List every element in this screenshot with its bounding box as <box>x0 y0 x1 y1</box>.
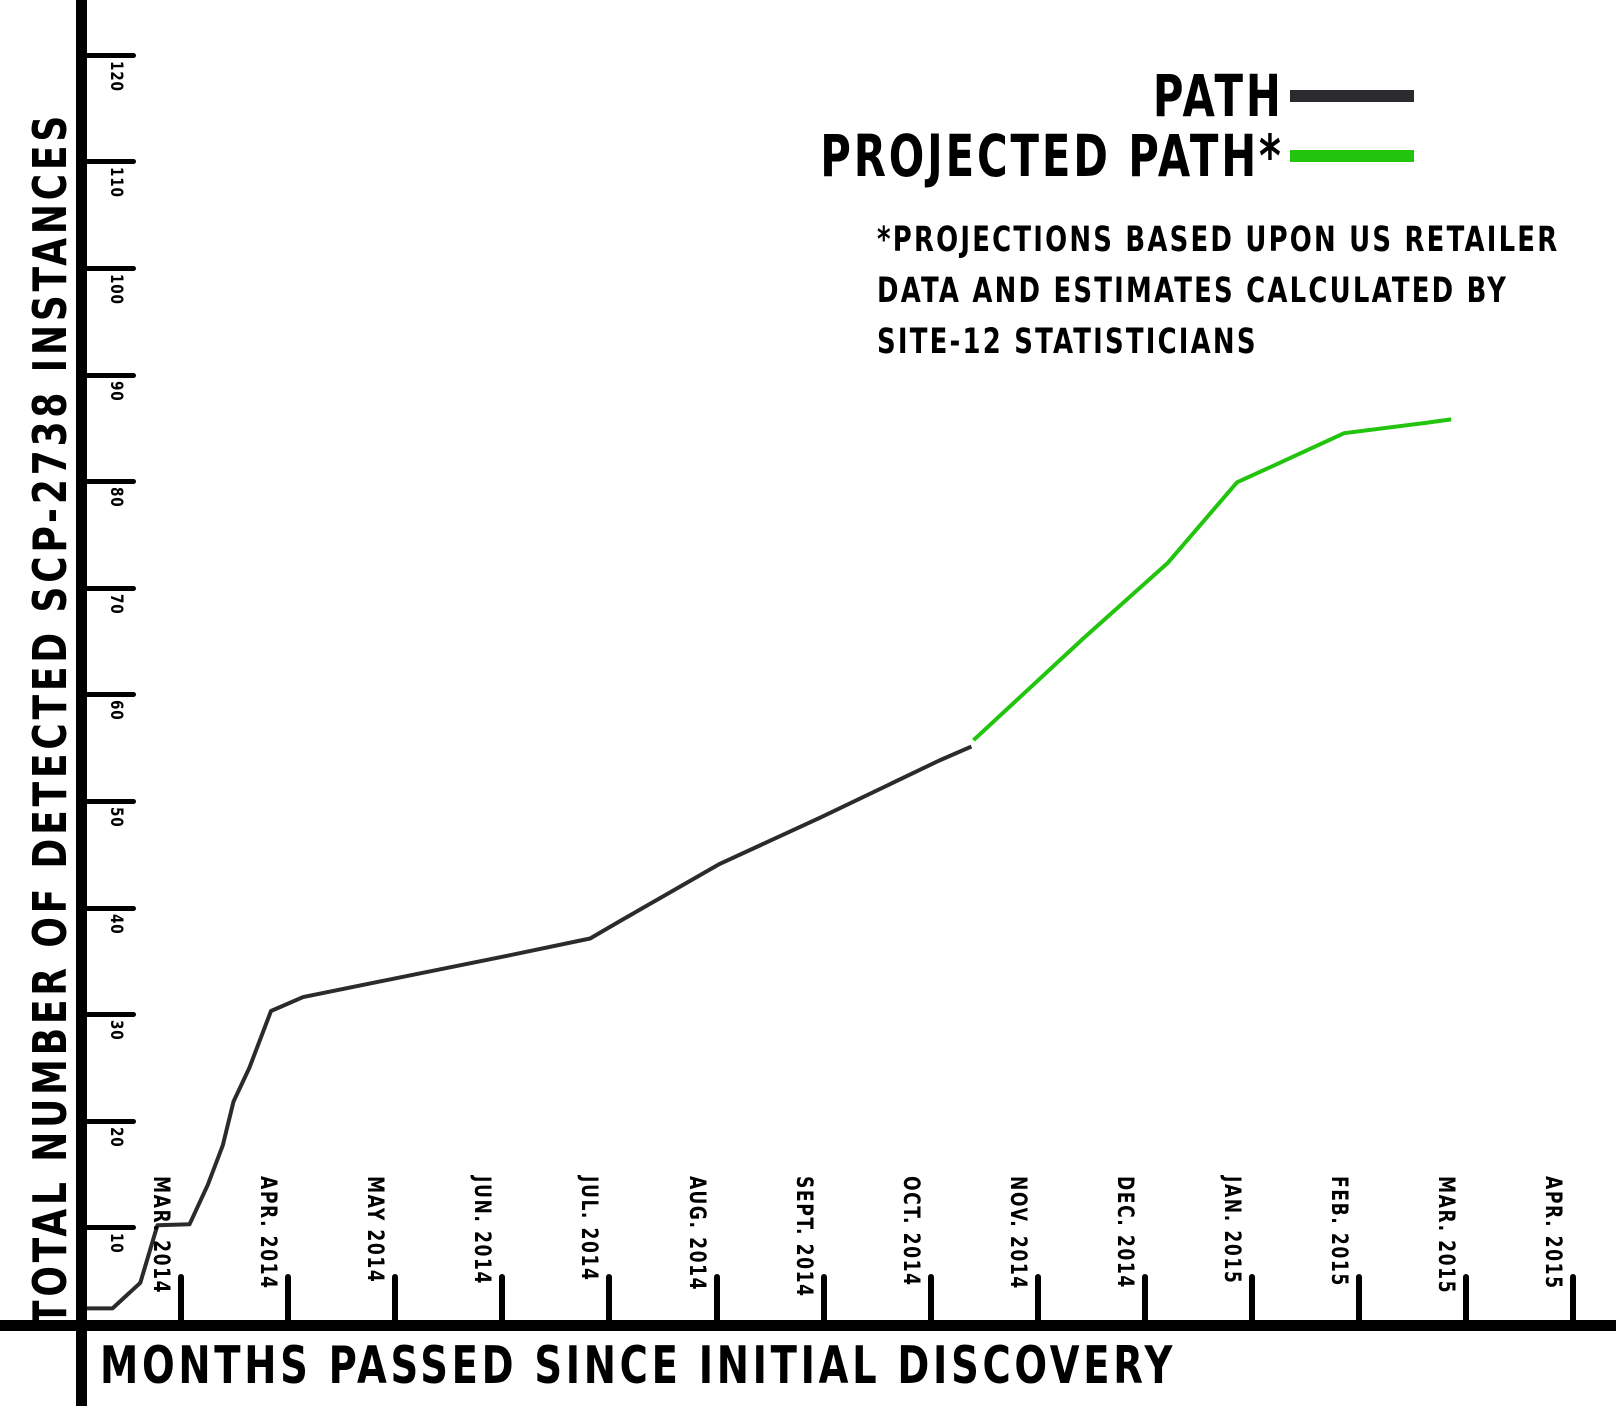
y-tick-mark <box>82 479 136 485</box>
y-tick-label: 50 <box>106 807 126 828</box>
y-axis-title: TOTAL NUMBER OF DETECTED SCP-2738 INSTAN… <box>23 111 77 1325</box>
x-tick-mark <box>178 1274 184 1324</box>
y-tick-label: 20 <box>106 1126 126 1148</box>
x-tick-label: SEPT. 2014 <box>790 1176 816 1298</box>
y-tick-label: 60 <box>106 700 126 721</box>
y-tick-label: 40 <box>106 913 126 935</box>
x-tick-mark <box>1141 1274 1148 1324</box>
x-tick-label: MAY 2014 <box>362 1176 388 1284</box>
y-tick-mark <box>82 52 136 58</box>
y-tick-mark <box>82 1012 136 1018</box>
x-tick-label: MAR. 2015 <box>1433 1176 1459 1295</box>
x-tick-label: MAR. 2014 <box>148 1176 173 1295</box>
y-tick-mark <box>82 159 136 165</box>
x-tick-mark <box>392 1274 399 1324</box>
y-tick-mark <box>82 799 136 804</box>
x-tick-mark <box>1034 1274 1041 1324</box>
y-tick-label: 10 <box>106 1233 126 1254</box>
y-tick-label: 70 <box>106 593 126 615</box>
x-tick-label: APR. 2015 <box>1540 1176 1566 1290</box>
legend-item-path: PATH <box>1102 62 1414 130</box>
x-tick-mark <box>606 1274 613 1324</box>
y-tick-label: 90 <box>106 380 126 402</box>
y-tick-mark <box>82 266 136 271</box>
x-tick-mark <box>1249 1274 1255 1324</box>
x-tick-label: OCT. 2014 <box>897 1176 923 1287</box>
y-tick-label: 100 <box>106 274 126 305</box>
x-tick-mark <box>1570 1274 1577 1324</box>
x-tick-mark <box>285 1274 292 1324</box>
x-tick-label: APR. 2014 <box>255 1176 281 1290</box>
legend-item-projected-path: PROJECTED PATH* <box>640 122 1414 190</box>
x-tick-mark <box>927 1274 934 1324</box>
x-tick-label: DEC. 2014 <box>1111 1176 1137 1289</box>
y-tick-mark <box>82 585 136 591</box>
y-axis-line <box>76 0 87 1406</box>
y-tick-label: 110 <box>106 167 126 199</box>
x-axis-line <box>0 1320 1616 1331</box>
y-tick-label: 80 <box>106 487 126 508</box>
x-tick-label: NOV. 2014 <box>1004 1176 1030 1290</box>
legend-label: PROJECTED PATH* <box>820 122 1284 190</box>
x-tick-label: AUG. 2014 <box>683 1176 709 1292</box>
x-tick-mark <box>499 1274 506 1324</box>
x-tick-label: JAN. 2015 <box>1219 1176 1244 1285</box>
y-tick-mark <box>82 905 136 911</box>
x-tick-mark <box>1463 1274 1470 1324</box>
x-tick-mark <box>820 1274 827 1324</box>
y-tick-mark <box>82 372 136 378</box>
projection-footnote: *PROJECTIONS BASED UPON US RETAILER DATA… <box>877 215 1616 368</box>
y-tick-mark <box>82 1225 136 1231</box>
legend-label: PATH <box>1153 62 1284 130</box>
y-tick-mark <box>82 692 136 698</box>
projected-path-series-line <box>972 417 1452 742</box>
x-tick-label: JUN. 2014 <box>469 1176 495 1285</box>
legend-swatch-projected-path <box>1290 150 1414 162</box>
x-tick-mark <box>1356 1274 1363 1324</box>
footnote-line: *PROJECTIONS BASED UPON US RETAILER <box>877 220 1560 260</box>
y-tick-label: 30 <box>106 1020 126 1041</box>
path-series-line <box>81 744 973 1311</box>
x-tick-label: FEB. 2015 <box>1326 1176 1352 1287</box>
footnote-line: SITE-12 STATISTICIANS <box>877 322 1258 362</box>
x-tick-label: JUL. 2014 <box>576 1176 602 1282</box>
y-tick-label: 120 <box>106 60 126 92</box>
x-tick-mark <box>713 1274 720 1324</box>
footnote-line: DATA AND ESTIMATES CALCULATED BY <box>877 271 1509 311</box>
x-axis-title: MONTHS PASSED SINCE INITIAL DISCOVERY <box>100 1336 1177 1396</box>
y-tick-mark <box>82 1118 136 1124</box>
legend-swatch-path <box>1290 90 1414 102</box>
